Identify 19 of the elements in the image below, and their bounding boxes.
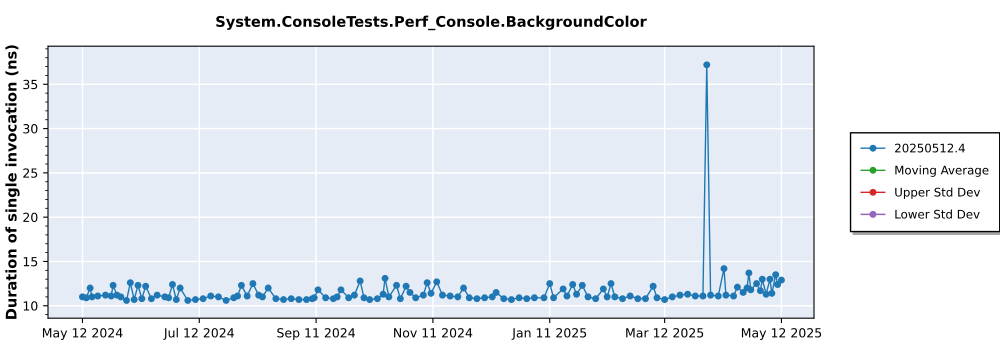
x-tick-label: May 12 2025 (742, 328, 822, 340)
y-tick-label: 15 (24, 257, 38, 266)
y-tick-label: 35 (23, 80, 38, 90)
legend-label: 20250512.4 (895, 144, 965, 153)
y-tick-label: 20 (23, 212, 38, 222)
legend-label: Lower Std Dev (895, 210, 980, 219)
x-tick-label: May 12 2024 (42, 328, 123, 340)
y-axis-title: Duration of single invocation (ns) (5, 45, 20, 319)
x-tick-label: Jul 12 2024 (163, 328, 234, 340)
legend-label: Upper Std Dev (895, 187, 980, 199)
chart-title: System.ConsoleTests.Perf_Console.BackgroundColor (216, 16, 647, 30)
x-tick-label: Sep 11 2024 (277, 328, 356, 340)
x-tick-label: Mar 12 2025 (626, 328, 704, 338)
x-tick-label: Jan 11 2025 (512, 328, 586, 340)
x-tick-label: Nov 11 2024 (394, 328, 472, 338)
y-tick-label: 10 (24, 301, 38, 311)
y-tick-label: 30 (23, 124, 38, 134)
y-tick-label: 25 (23, 168, 38, 178)
legend-label: Moving Average (895, 165, 988, 177)
